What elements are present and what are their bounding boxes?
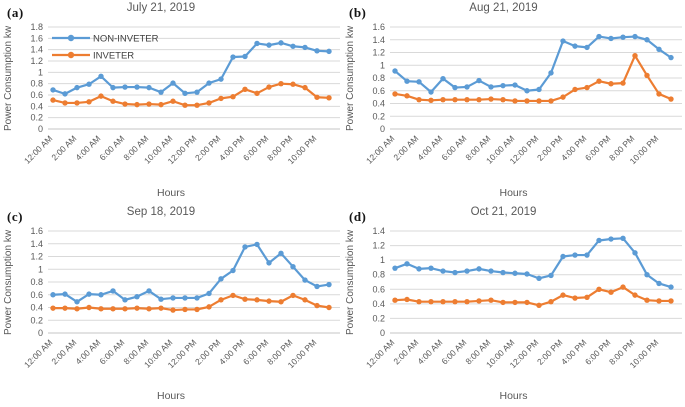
panel-letter-c: (c) [7,209,23,224]
svg-text:0.4: 0.4 [30,101,43,111]
svg-text:1.6: 1.6 [30,226,43,236]
svg-text:1.2: 1.2 [372,241,385,251]
svg-text:2:00 AM: 2:00 AM [391,337,420,366]
svg-text:1.2: 1.2 [372,48,385,58]
svg-text:12:00 AM: 12:00 AM [364,337,396,369]
svg-text:12:00 AM: 12:00 AM [364,133,396,165]
svg-text:12:00 AM: 12:00 AM [22,337,54,369]
y-axis-label-d: Power Consumption kw [345,229,356,335]
svg-text:0.4: 0.4 [372,99,385,109]
svg-text:0.6: 0.6 [30,290,43,300]
svg-text:2:00 AM: 2:00 AM [391,133,420,162]
svg-text:2:00 AM: 2:00 AM [49,133,78,162]
svg-text:4:00 PM: 4:00 PM [559,133,588,162]
svg-text:0.6: 0.6 [372,86,385,96]
svg-text:1: 1 [380,255,385,265]
svg-text:1.8: 1.8 [30,22,43,32]
line-chart-c: 00.20.40.60.811.21.41.612:00 AM2:00 AM4:… [22,226,340,370]
y-axis-label-c: Power Consumption kw [3,229,14,335]
svg-text:0.8: 0.8 [30,277,43,287]
svg-text:6:00 AM: 6:00 AM [97,133,126,162]
svg-text:1.4: 1.4 [372,35,385,45]
svg-text:1: 1 [38,67,43,77]
svg-text:INVETER: INVETER [93,51,134,62]
chart-title-a: July 21, 2019 [126,2,196,14]
svg-text:0.4: 0.4 [30,303,43,313]
svg-text:6:00 AM: 6:00 AM [439,133,468,162]
svg-text:4:00 AM: 4:00 AM [73,337,102,366]
svg-text:0: 0 [38,328,43,338]
svg-text:6:00 PM: 6:00 PM [241,133,270,162]
line-chart-d: 00.20.40.60.811.21.412:00 AM2:00 AM4:00 … [364,226,682,370]
svg-text:1.4: 1.4 [30,239,43,249]
svg-text:1.2: 1.2 [30,56,43,66]
svg-text:4:00 AM: 4:00 AM [73,133,102,162]
chart-panel-c: (c) Sep 18, 2019 Power Consumption kw 0 0… [0,204,342,407]
svg-text:0: 0 [38,124,43,134]
svg-text:4:00 AM: 4:00 AM [415,133,444,162]
svg-text:0.8: 0.8 [372,270,385,280]
chart-title-b: Aug 21, 2019 [469,2,538,14]
panel-letter-b: (b) [349,5,367,20]
svg-text:2:00 PM: 2:00 PM [193,133,222,162]
svg-text:1.2: 1.2 [30,252,43,262]
svg-text:0.6: 0.6 [30,90,43,100]
svg-text:0.6: 0.6 [372,284,385,294]
svg-text:6:00 PM: 6:00 PM [583,337,612,366]
svg-text:1: 1 [380,60,385,70]
svg-text:4:00 PM: 4:00 PM [217,133,246,162]
svg-text:0.2: 0.2 [372,111,385,121]
svg-text:6:00 PM: 6:00 PM [583,133,612,162]
svg-text:0.2: 0.2 [372,313,385,323]
x-axis-label-c: Hours [156,390,185,402]
chart-panel-b: (b) Aug 21, 2019 Power Consumption kw 0 0… [342,0,685,204]
svg-text:4:00 PM: 4:00 PM [217,337,246,366]
svg-text:2:00 AM: 2:00 AM [49,337,78,366]
y-axis-label-a: Power Consumption kw [3,25,14,131]
svg-text:0.8: 0.8 [372,73,385,83]
svg-text:1.6: 1.6 [372,22,385,32]
svg-text:2:00 PM: 2:00 PM [535,133,564,162]
svg-text:4:00 AM: 4:00 AM [415,337,444,366]
svg-text:2:00 PM: 2:00 PM [193,337,222,366]
svg-text:4:00 PM: 4:00 PM [559,337,588,366]
svg-text:0.4: 0.4 [372,299,385,309]
panel-letter-d: (d) [349,209,367,224]
svg-text:1: 1 [38,264,43,274]
svg-text:0: 0 [380,328,385,338]
y-axis-label-b: Power Consumption kw [345,25,356,131]
svg-text:6:00 AM: 6:00 AM [97,337,126,366]
svg-text:2:00 PM: 2:00 PM [535,337,564,366]
line-chart-b: 00.20.40.60.811.21.41.612:00 AM2:00 AM4:… [364,22,682,166]
svg-text:0: 0 [380,124,385,134]
x-axis-label-a: Hours [156,187,185,199]
line-chart-a: 00.2 0.40.60.8 11.21.4 1.61.8 12:00 AM2:00 A… [22,22,340,166]
chart-title-d: Oct 21, 2019 [470,206,537,218]
svg-text:12:00 AM: 12:00 AM [22,133,54,165]
chart-title-c: Sep 18, 2019 [126,206,196,218]
svg-text:0.2: 0.2 [30,113,43,123]
svg-text:1.4: 1.4 [30,45,43,55]
svg-text:6:00 PM: 6:00 PM [241,337,270,366]
chart-panel-a: (a) July 21, 2019 Power Consumption kw 0… [0,0,342,204]
x-axis-label-d: Hours [499,390,528,402]
svg-text:0.8: 0.8 [30,79,43,89]
svg-text:1.4: 1.4 [372,226,385,236]
svg-text:1.6: 1.6 [30,33,43,43]
panel-letter-a: (a) [7,5,24,20]
x-axis-label-b: Hours [499,187,528,199]
svg-text:6:00 AM: 6:00 AM [439,337,468,366]
chart-panel-d: (d) Oct 21, 2019 Power Consumption kw 0 0… [342,204,685,407]
svg-text:0.2: 0.2 [30,315,43,325]
svg-text:NON-INVETER: NON-INVETER [93,34,159,45]
